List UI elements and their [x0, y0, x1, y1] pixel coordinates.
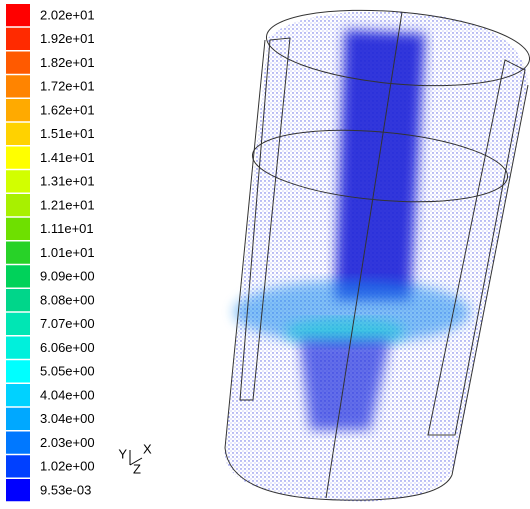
colorbar-label: 2.02e+01 — [40, 7, 95, 22]
color-swatch — [6, 51, 30, 74]
colorbar-label: 7.07e+00 — [40, 316, 95, 331]
colorbar-label: 1.01e+01 — [40, 245, 95, 260]
colorbar-label: 1.21e+01 — [40, 197, 95, 212]
colorbar-label: 4.04e+00 — [40, 387, 95, 402]
color-swatch — [6, 312, 30, 335]
colorbar-label: 9.53e-03 — [40, 482, 91, 497]
triad-x — [129, 457, 143, 466]
color-swatch — [6, 27, 30, 50]
color-swatch — [6, 4, 30, 27]
axis-label: X — [143, 441, 152, 456]
color-swatch — [6, 479, 30, 502]
color-swatch — [6, 241, 30, 264]
color-swatch — [6, 336, 30, 359]
colorbar-label: 5.05e+00 — [40, 364, 95, 379]
colorbar-label: 1.72e+01 — [40, 79, 95, 94]
colorbar-label: 1.92e+01 — [40, 31, 95, 46]
colorbar-label: 1.02e+00 — [40, 459, 95, 474]
color-swatch — [6, 146, 30, 169]
colorbar-label: 1.51e+01 — [40, 126, 95, 141]
axis-label: Y — [118, 446, 127, 461]
colorbar: 2.02e+01 1.92e+01 1.82e+01 1.72e+01 1.62e+01… — [6, 4, 95, 502]
color-swatch — [6, 217, 30, 240]
color-swatch — [6, 265, 30, 288]
color-swatch — [6, 170, 30, 193]
cylinder-view — [224, 9, 530, 502]
colorbar-label: 9.09e+00 — [40, 269, 95, 284]
colorbar-label: 2.03e+00 — [40, 435, 95, 450]
color-swatch — [6, 360, 30, 383]
color-swatch — [6, 99, 30, 122]
colorbar-label: 6.06e+00 — [40, 340, 95, 355]
color-swatch — [6, 431, 30, 454]
colorbar-label: 1.41e+01 — [40, 150, 95, 165]
axis-label: Z — [133, 461, 141, 476]
axis-triad: Y X Z — [118, 441, 152, 476]
colorbar-label: 1.82e+01 — [40, 55, 95, 70]
color-swatch — [6, 75, 30, 98]
colorbar-label: 3.04e+00 — [40, 411, 95, 426]
colorbar-label: 1.62e+01 — [40, 102, 95, 117]
color-swatch — [6, 407, 30, 430]
colorbar-label: 1.31e+01 — [40, 174, 95, 189]
color-swatch — [6, 289, 30, 312]
colorbar-label: 1.11e+01 — [40, 221, 94, 236]
colorbar-label: 8.08e+00 — [40, 292, 95, 307]
color-swatch — [6, 384, 30, 407]
color-swatch — [6, 455, 30, 478]
color-swatch — [6, 194, 30, 217]
color-swatch — [6, 122, 30, 145]
